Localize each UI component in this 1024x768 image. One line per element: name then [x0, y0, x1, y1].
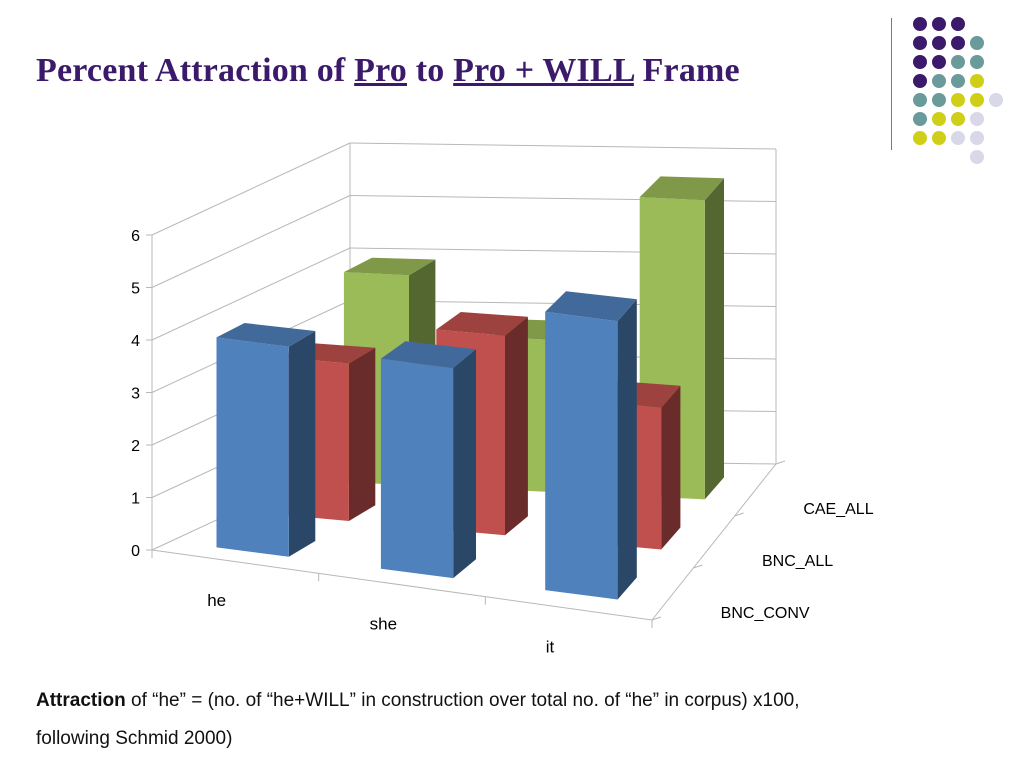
bar-top-face [639, 176, 724, 201]
bar-top-face [436, 312, 528, 336]
bar-side-face [505, 316, 528, 536]
x-tick-label: he [207, 591, 226, 610]
decor-dot [932, 112, 946, 126]
bar-front-face [380, 358, 454, 579]
decor-dot [989, 93, 1003, 107]
decor-dot [970, 55, 984, 69]
bar-she-bnc-conv [380, 341, 476, 579]
y-tick-label: 0 [131, 543, 140, 560]
depth-tick-mark [651, 616, 662, 621]
decor-dot [932, 36, 946, 50]
y-tick-label: 1 [131, 491, 140, 508]
x-tick-label: she [370, 614, 397, 633]
decor-dot [970, 93, 984, 107]
decor-dot [913, 55, 927, 69]
decor-dot [951, 112, 965, 126]
y-tick-label: 3 [131, 386, 140, 403]
bar-top-face [216, 323, 316, 347]
depth-tick-mark [693, 564, 703, 569]
bar-side-face [661, 385, 681, 550]
y-tick-label: 4 [131, 333, 140, 350]
decor-dot [970, 74, 984, 88]
title-part3: Frame [642, 52, 740, 89]
decor-dot [951, 17, 965, 31]
y-tick-label: 5 [131, 281, 140, 298]
bar-front-face [216, 337, 289, 557]
gridline-side [151, 142, 351, 236]
gridline-side [151, 247, 351, 341]
bar-chart-3d: 0 1 2 3 4 5 6 he she it BNC_CONV BNC_ALL CAE_ALL [131, 142, 874, 657]
series-label: BNC_CONV [721, 605, 810, 622]
bar-top-face [545, 291, 637, 322]
decor-dot [932, 55, 946, 69]
series-bnc-conv [216, 291, 637, 600]
bar-front-face [545, 311, 618, 600]
decor-dot [932, 93, 946, 107]
depth-tick-mark [775, 460, 786, 465]
bar-top-face [380, 341, 476, 369]
bar-side-face [617, 299, 637, 600]
series-label: CAE_ALL [803, 501, 873, 518]
caption-line1: of “he” = (no. of “he+WILL” in construct… [131, 690, 800, 711]
y-tick-label: 2 [131, 438, 140, 455]
series-label: BNC_ALL [762, 553, 833, 570]
decor-dot [913, 36, 927, 50]
gridline-side [151, 195, 351, 288]
title-term-pro-will: Pro + WILL [453, 52, 634, 89]
attraction-definition: Attraction of “he” = (no. of “he+WILL” i… [36, 682, 996, 758]
title-term-pro: Pro [354, 52, 408, 89]
depth-tick-mark [734, 512, 744, 517]
bar-side-face [288, 331, 316, 557]
decor-dot [932, 74, 946, 88]
decor-dot [970, 36, 984, 50]
bar-side-face [453, 349, 476, 579]
decor-dot [932, 17, 946, 31]
slide-title: Percent Attraction of Pro to Pro + WILL … [36, 52, 740, 90]
caption-term: Attraction [36, 690, 126, 711]
title-part2: to [415, 52, 445, 89]
bar-side-face [704, 178, 724, 500]
decor-dot [970, 112, 984, 126]
bar-top-face [343, 257, 436, 276]
decor-dot [913, 74, 927, 88]
bar-it-bnc-conv [545, 291, 637, 600]
decor-dot [913, 93, 927, 107]
decor-dot [913, 17, 927, 31]
gridline-back [349, 142, 777, 150]
bar-he-bnc-conv [216, 323, 316, 557]
decor-dot [951, 74, 965, 88]
y-tick-label: 6 [131, 228, 140, 245]
decor-dot [951, 55, 965, 69]
caption-line2: following Schmid 2000) [36, 728, 233, 749]
title-part1: Percent Attraction of [36, 52, 346, 89]
decor-dot [951, 93, 965, 107]
bar-side-face [348, 347, 376, 521]
decor-dot [951, 36, 965, 50]
x-tick-label: it [546, 638, 555, 657]
title-divider [891, 18, 892, 150]
decor-dot [913, 112, 927, 126]
